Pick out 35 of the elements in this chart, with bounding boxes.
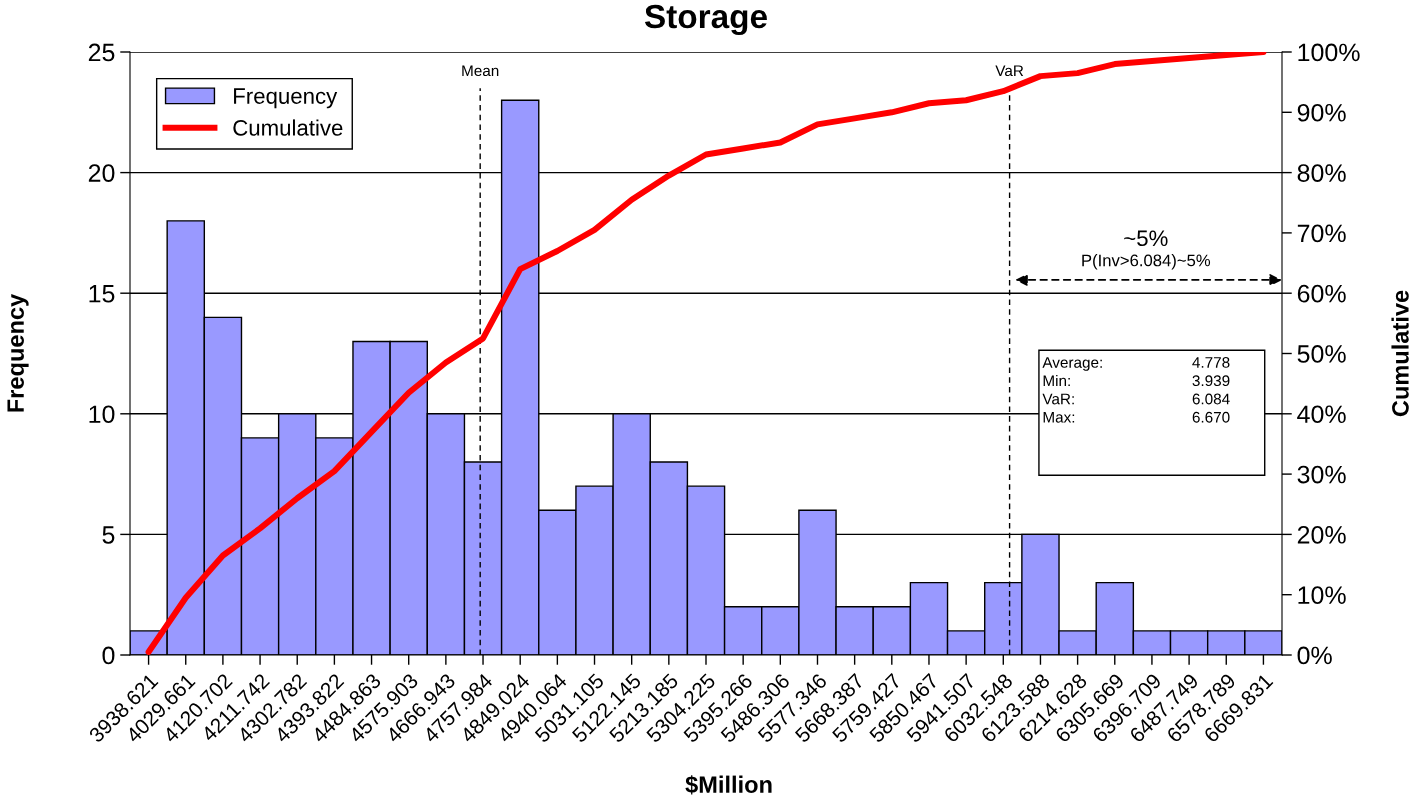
- y-tick-label: 25: [88, 43, 115, 62]
- annotation: ~5%: [1124, 230, 1168, 247]
- y2-tick-label: 90%: [1297, 103, 1346, 122]
- ref-line-label: Mean: [462, 65, 499, 77]
- y2-tick-label: 30%: [1297, 465, 1346, 484]
- y-tick-label: 5: [102, 526, 115, 544]
- y2-tick-label: 10%: [1298, 586, 1346, 604]
- annotation: Min:: [1043, 374, 1070, 386]
- annotation: P(Inv>6.084)~5%: [1082, 254, 1211, 270]
- y-tick-label: 15: [89, 285, 115, 303]
- annotation: Max:: [1043, 412, 1075, 423]
- annotation: 6.670: [1192, 411, 1230, 423]
- y2-tick-label: 0%: [1297, 646, 1332, 665]
- annotation: 4.778: [1192, 357, 1230, 368]
- y2-tick-label: 50%: [1297, 345, 1346, 363]
- annotation: VaR:: [1042, 393, 1074, 405]
- y-axis-title: Frequency: [7, 293, 29, 412]
- y2-tick-label: 40%: [1297, 405, 1346, 424]
- x-axis-title: $Million: [685, 775, 772, 795]
- ref-line-label: VaR: [995, 65, 1024, 77]
- y2-tick-label: 70%: [1297, 224, 1346, 243]
- annotation: Average:: [1042, 357, 1102, 371]
- y2-tick-label: 100%: [1298, 43, 1360, 62]
- y-tick-label: 20: [88, 164, 115, 182]
- annotation: 6.084: [1192, 393, 1230, 405]
- y2-tick-label: 20%: [1297, 526, 1346, 544]
- y2-tick-label: 60%: [1297, 284, 1346, 303]
- legend-label: Cumulative: [233, 119, 343, 136]
- legend-label: Frequency: [234, 88, 338, 109]
- annotation: 3.939: [1192, 375, 1230, 387]
- y-tick-label: 10: [89, 405, 115, 424]
- y2-axis-title: Cumulative: [1391, 290, 1409, 417]
- y-tick-label: 0: [102, 646, 115, 665]
- y2-tick-label: 80%: [1297, 164, 1346, 182]
- chart-title: Storage: [644, 4, 767, 36]
